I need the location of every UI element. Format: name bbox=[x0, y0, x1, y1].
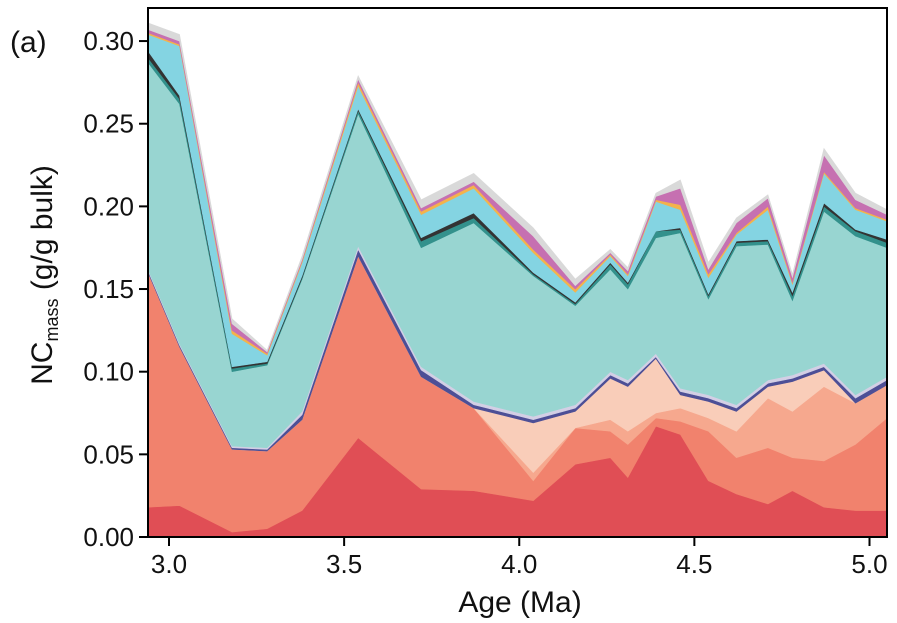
y-tick-label: 0.00 bbox=[83, 522, 134, 552]
plot-frame bbox=[147, 7, 888, 538]
x-axis: 3.0 3.5 4.0 4.5 5.0 bbox=[151, 537, 888, 579]
y-axis: 0.00 0.05 0.10 0.15 0.20 0.25 0.30 bbox=[83, 26, 148, 552]
x-tick-label: 4.0 bbox=[501, 549, 537, 579]
panel-label: (a) bbox=[10, 26, 47, 59]
y-tick-label: 0.10 bbox=[83, 357, 134, 387]
x-tick-label: 5.0 bbox=[851, 549, 887, 579]
x-tick-label: 3.0 bbox=[151, 549, 187, 579]
x-axis-title: Age (Ma) bbox=[458, 586, 581, 619]
y-tick-label: 0.30 bbox=[83, 26, 134, 56]
x-tick-label: 3.5 bbox=[326, 549, 362, 579]
y-tick-label: 0.05 bbox=[83, 439, 134, 469]
x-tick-label: 4.5 bbox=[676, 549, 712, 579]
y-axis-title: NCmass (g/g bulk) bbox=[26, 165, 62, 385]
y-tick-label: 0.25 bbox=[83, 109, 134, 139]
y-tick-label: 0.20 bbox=[83, 191, 134, 221]
y-tick-label: 0.15 bbox=[83, 274, 134, 304]
area-series-layer bbox=[147, 22, 888, 538]
